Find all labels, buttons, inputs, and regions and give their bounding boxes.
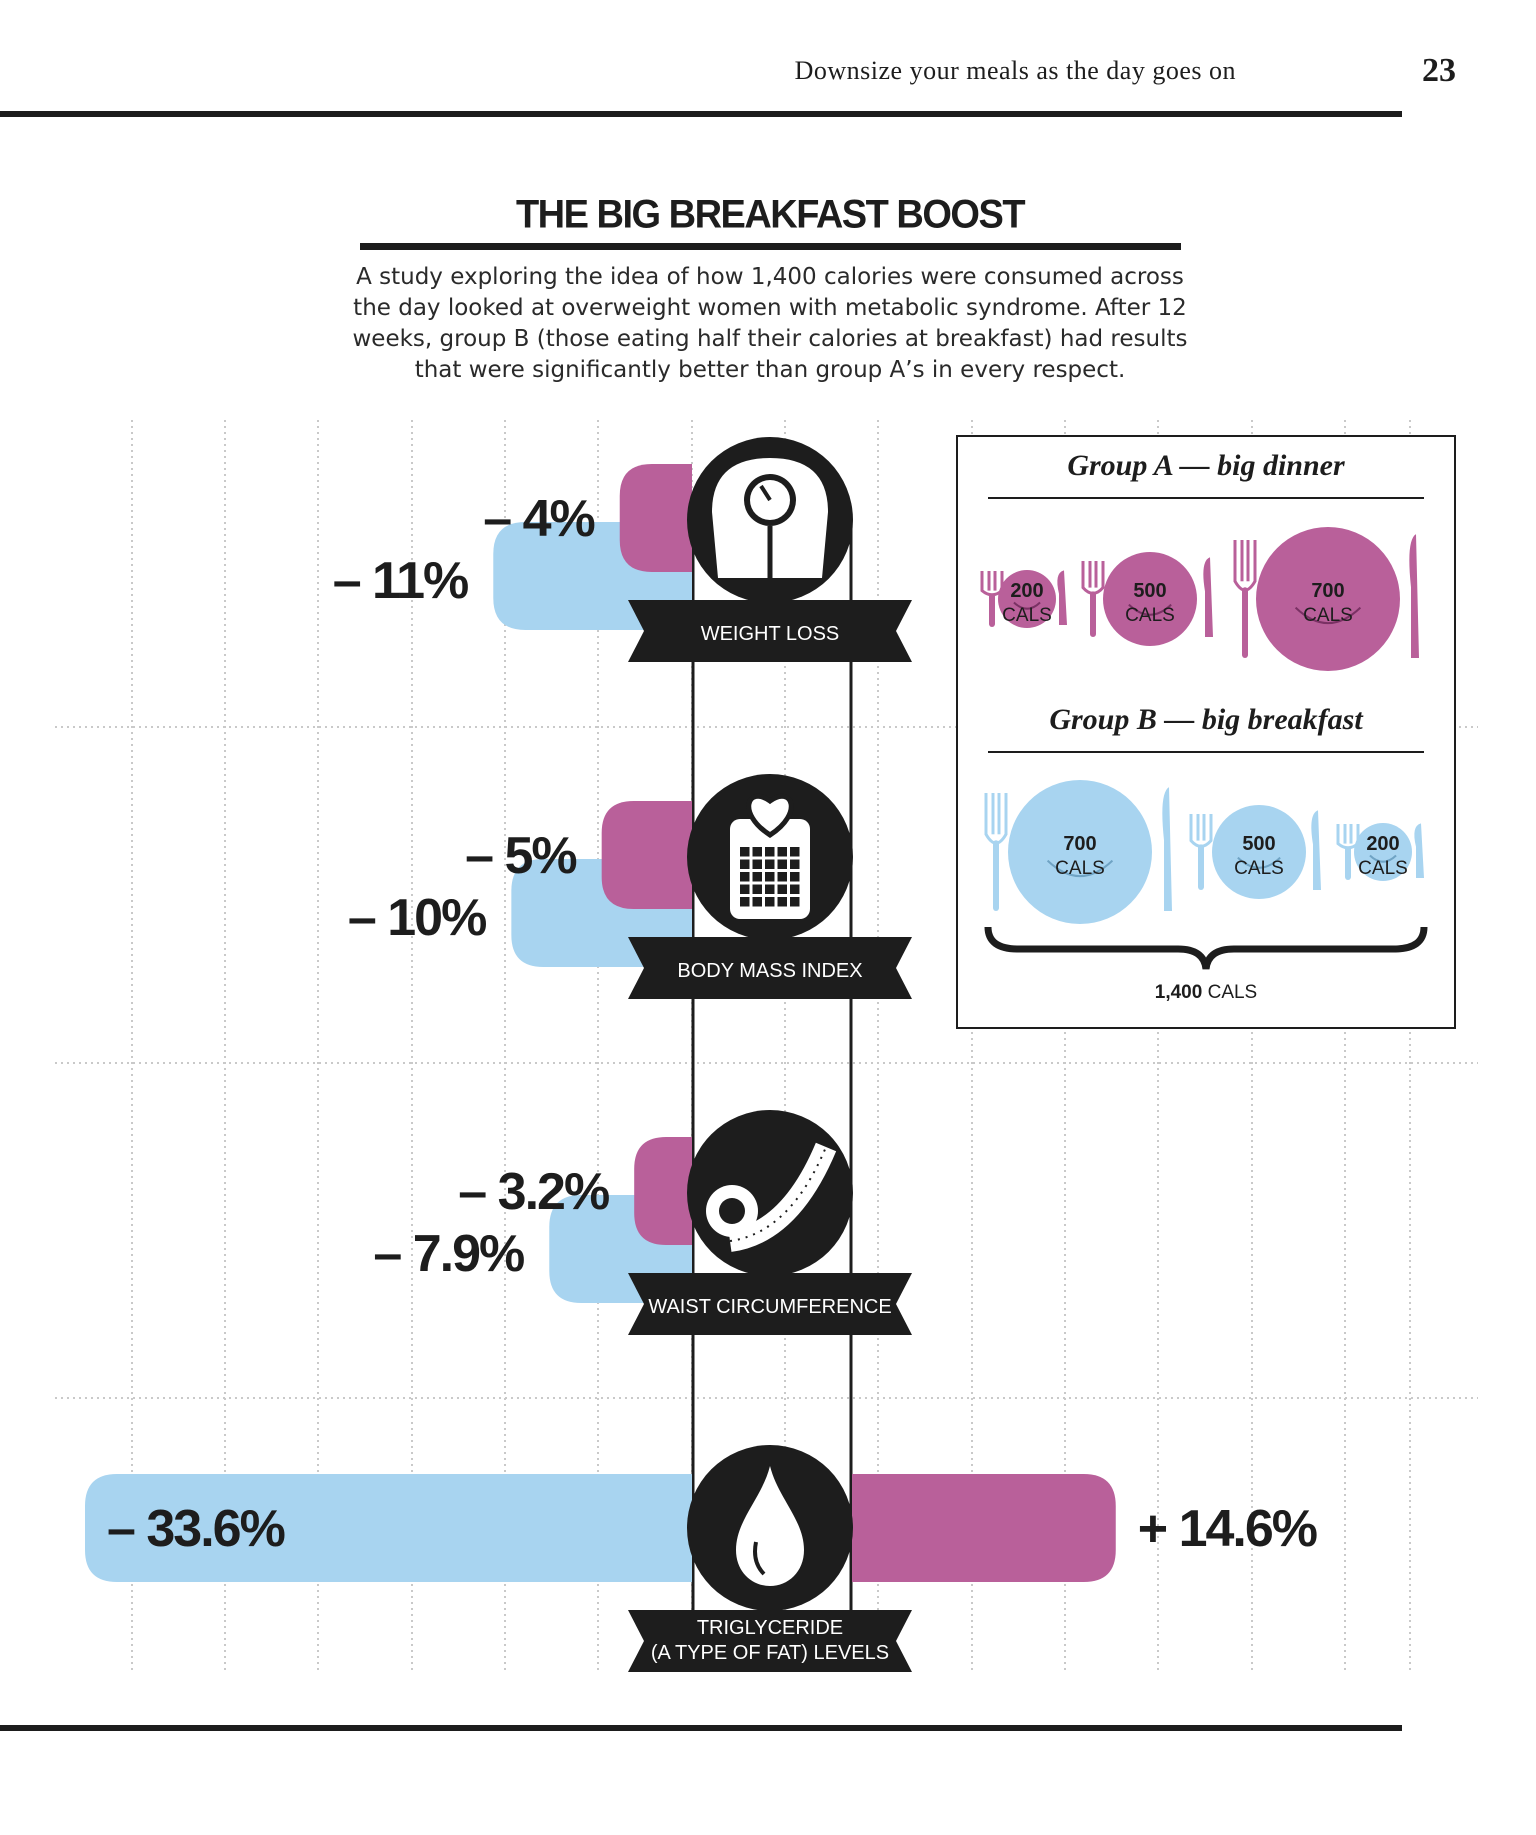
fork-icon (984, 793, 1008, 845)
plate-rim (1294, 606, 1362, 625)
value-label-group-b: – 7.9% (373, 1225, 524, 1283)
group-b-title: Group B — big breakfast (1049, 703, 1363, 736)
category-banner (628, 600, 912, 662)
knife-icon (1057, 570, 1067, 625)
fork-icon (989, 593, 995, 627)
bar-group-a (601, 801, 692, 909)
category-label: TRIGLYCERIDE (697, 1617, 843, 1639)
bottom-rule (0, 1725, 1402, 1731)
value-labels: – 4% – 11% – 5%– 10% – 3.2%– 7.9% – 33.6% + 1… (107, 490, 1319, 1558)
top-rule (0, 111, 1402, 117)
knife-icon (1414, 823, 1424, 878)
total-unit: CALS (1207, 982, 1258, 1003)
bar-group-a (619, 464, 692, 572)
fork-icon (1233, 540, 1257, 592)
value-label-group-a: – 5% (465, 827, 576, 885)
knife-icon (1311, 810, 1321, 890)
category-banners: WEIGHT LOSS BODY MASS INDEX WAIST CIRCUMFE… (628, 600, 912, 1672)
scale-icon (687, 437, 853, 603)
plate (1008, 780, 1152, 924)
total-brace (984, 926, 1428, 970)
group-a-title: Group A — big dinner (1067, 449, 1345, 482)
category-banner (628, 1610, 912, 1672)
plate-unit: CALS (1234, 858, 1284, 879)
plate (1354, 823, 1412, 881)
value-label-group-b: – 33.6% (107, 1500, 285, 1558)
plate-unit: CALS (1002, 605, 1052, 626)
group-b-plates: 700 CALS 500 CALS 200 CALS (984, 780, 1428, 970)
plate-rim (1237, 856, 1281, 869)
value-label-group-a: – 4% (483, 490, 594, 548)
category-label: BODY MASS INDEX (677, 960, 862, 982)
plate-calories: 200 (1010, 580, 1043, 602)
center-spine (691, 520, 853, 1630)
knife-icon (1162, 787, 1172, 911)
calorie-total: 1,400 CALS (958, 982, 1454, 1004)
plate-unit: CALS (1055, 858, 1105, 879)
fork-icon (1336, 824, 1360, 850)
category-label: WEIGHT LOSS (701, 623, 840, 645)
bar-group-b (85, 1474, 692, 1582)
plate-unit: CALS (1125, 605, 1175, 626)
knife-icon (1203, 557, 1213, 637)
value-label-group-a: + 14.6% (1138, 1500, 1317, 1558)
plate (1256, 527, 1400, 671)
fork-icon (1189, 814, 1213, 848)
plate (1212, 805, 1306, 899)
fork-icon (1198, 844, 1204, 890)
plate-calories: 500 (1133, 580, 1166, 602)
plate-calories: 500 (1242, 833, 1275, 855)
plate (998, 570, 1056, 628)
plate-rim (1128, 603, 1172, 616)
chart-title: THE BIG BREAKFAST BOOST (515, 192, 1026, 238)
category-icons (687, 437, 853, 1611)
drop-icon (687, 1445, 853, 1611)
plate-calories: 200 (1366, 833, 1399, 855)
grid-lines (55, 420, 1478, 1670)
running-head: Downsize your meals as the day goes on (794, 56, 1236, 85)
plate-unit: CALS (1358, 858, 1408, 879)
title-rule (360, 243, 1181, 250)
calendar-heart-icon (687, 774, 853, 940)
fork-icon (1345, 846, 1351, 880)
intro-paragraph: A study exploring the idea of how 1,400 … (352, 264, 1188, 383)
fork-icon (980, 571, 1004, 597)
value-label-group-b: – 11% (333, 552, 468, 610)
page-number: 23 (1422, 52, 1456, 89)
value-label-group-a: – 3.2% (458, 1163, 609, 1221)
plate-rim (1369, 854, 1397, 863)
value-label-group-b: – 10% (348, 889, 486, 947)
category-banner (628, 937, 912, 999)
plate-unit: CALS (1303, 605, 1353, 626)
bar-group-a (634, 1137, 692, 1245)
fork-icon (1081, 561, 1105, 595)
knife-icon (1409, 534, 1419, 658)
plate-calories: 700 (1063, 833, 1096, 855)
fork-icon (1242, 587, 1248, 658)
tape-measure-icon (687, 1110, 853, 1276)
group-b-rule (988, 751, 1424, 753)
group-a-plates: 200 CALS 500 CALS 700 CALS (980, 527, 1419, 671)
category-banner (628, 1273, 912, 1335)
calorie-legend: Group A — big dinner 200 CALS 500 CALS 700 CA… (956, 435, 1456, 1029)
fork-icon (1090, 591, 1096, 637)
category-label: (A TYPE OF FAT) LEVELS (651, 1642, 889, 1664)
plate-rim (1046, 859, 1114, 878)
fork-icon (993, 840, 999, 911)
total-number: 1,400 (1154, 982, 1203, 1003)
bar-group-a (852, 1474, 1116, 1582)
group-a-rule (988, 497, 1424, 499)
plate (1103, 552, 1197, 646)
plate-calories: 700 (1311, 580, 1344, 602)
plate-rim (1013, 601, 1041, 610)
category-label: WAIST CIRCUMFERENCE (648, 1296, 891, 1318)
